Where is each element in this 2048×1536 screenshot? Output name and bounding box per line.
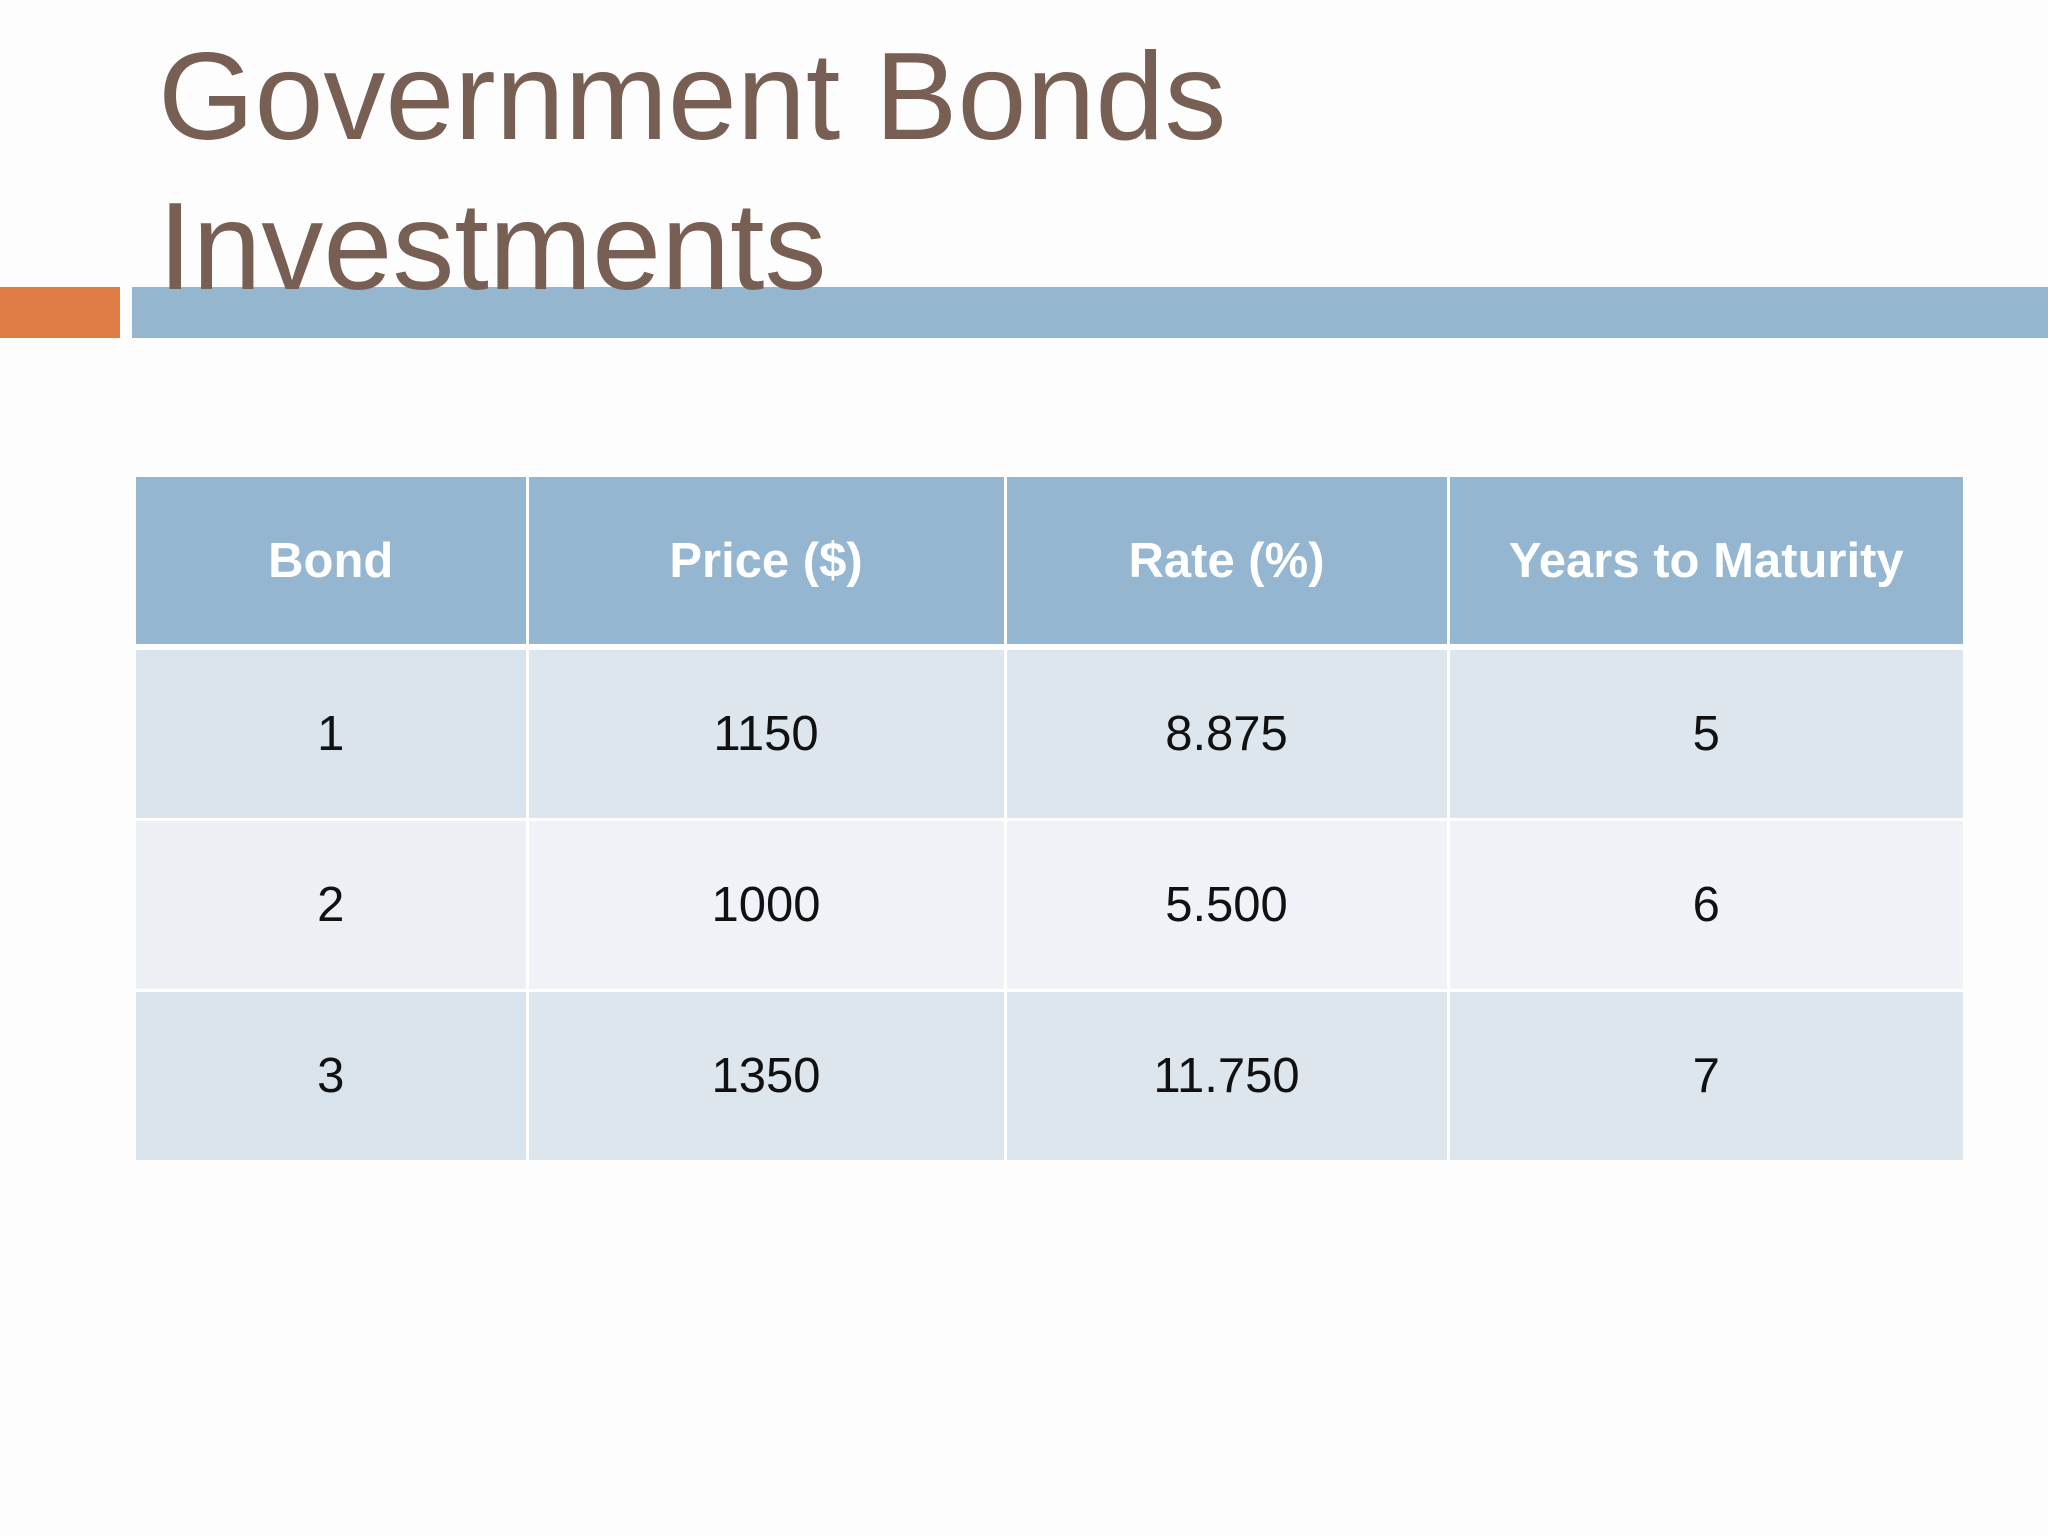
title-accent-bar-orange: [0, 287, 120, 338]
column-header-rate: Rate (%): [1003, 477, 1448, 650]
cell-years-to-maturity: 7: [1446, 989, 1963, 1160]
table-row: 2 1000 5.500 6: [136, 818, 1963, 991]
cell-bond: 3: [136, 989, 527, 1160]
table-header-row: Bond Price ($) Rate (%) Years to Maturit…: [136, 477, 1963, 650]
cell-bond: 1: [136, 645, 527, 820]
cell-years-to-maturity: 5: [1446, 645, 1963, 820]
title-accent-bar-blue: [132, 287, 2048, 338]
bond-table: Bond Price ($) Rate (%) Years to Maturit…: [136, 477, 1963, 1160]
cell-years-to-maturity: 6: [1446, 818, 1963, 991]
slide-title: Government Bonds Investments: [158, 28, 1227, 316]
cell-bond: 2: [136, 818, 527, 991]
cell-rate: 11.750: [1003, 989, 1448, 1160]
cell-price: 1000: [525, 818, 1005, 991]
cell-price: 1350: [525, 989, 1005, 1160]
table-row: 1 1150 8.875 5: [136, 645, 1963, 820]
cell-rate: 8.875: [1003, 645, 1448, 820]
column-header-price: Price ($): [525, 477, 1005, 650]
cell-price: 1150: [525, 645, 1005, 820]
column-header-years-to-maturity: Years to Maturity: [1446, 477, 1963, 650]
column-header-bond: Bond: [136, 477, 527, 650]
table-row: 3 1350 11.750 7: [136, 989, 1963, 1160]
cell-rate: 5.500: [1003, 818, 1448, 991]
